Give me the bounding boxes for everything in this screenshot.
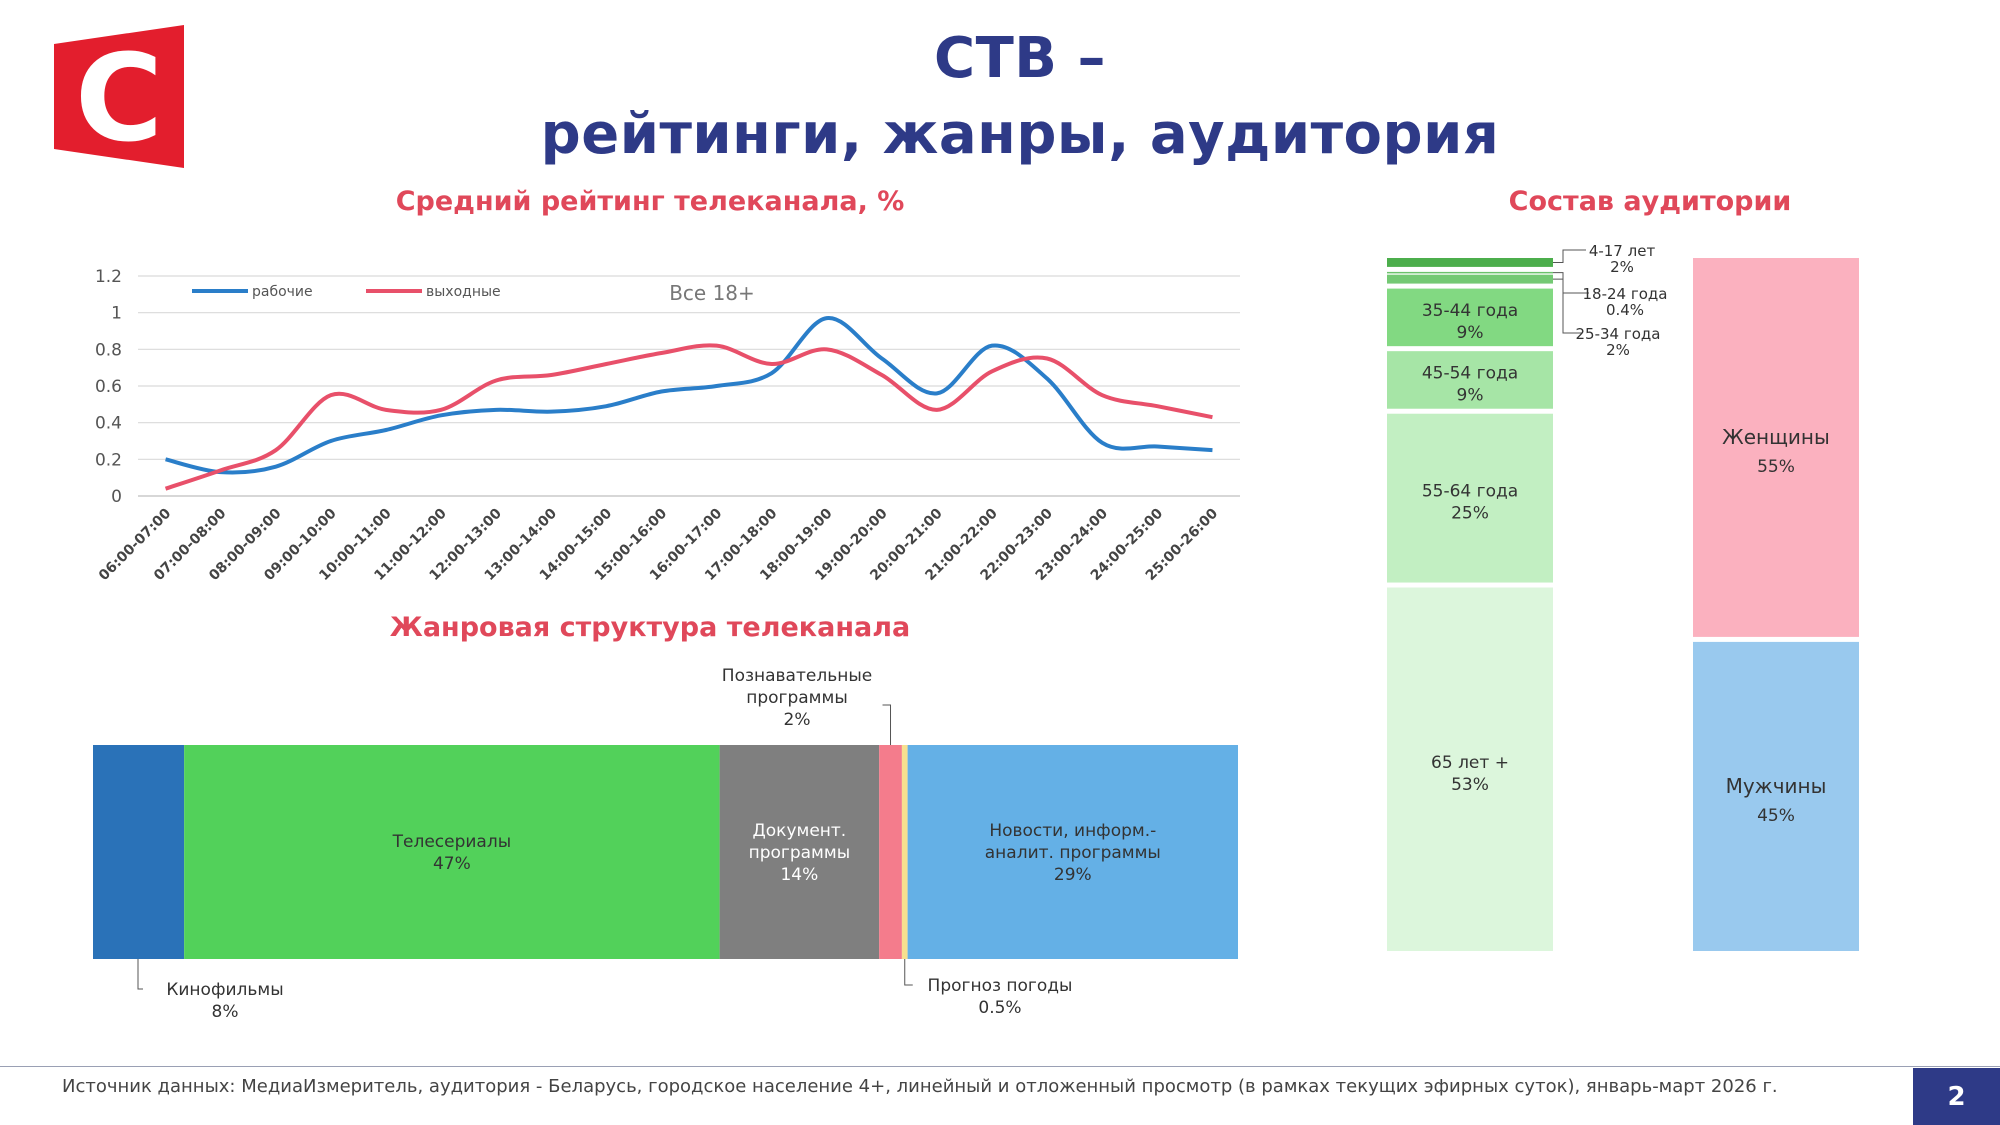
genre-label: Прогноз погоды bbox=[928, 976, 1073, 996]
series-line-рабочие bbox=[165, 316, 1213, 475]
page-title-line1: СТВ – bbox=[934, 26, 1106, 91]
y-tick-label: 0.6 bbox=[95, 377, 122, 397]
y-tick-label: 1.2 bbox=[95, 267, 122, 287]
genre-label: аналит. программы bbox=[985, 843, 1161, 863]
audience-label: 0.4% bbox=[1606, 301, 1644, 319]
genre-chart-title: Жанровая структура телеканала bbox=[389, 612, 911, 643]
audience-label: 55-64 года bbox=[1422, 482, 1518, 502]
audience-chart-title: Состав аудитории bbox=[1508, 186, 1792, 217]
y-tick-label: 0.2 bbox=[95, 450, 122, 470]
genre-label: Новости, информ.- bbox=[989, 821, 1156, 841]
genre-label: 8% bbox=[212, 1002, 239, 1022]
audience-label: 45-54 года bbox=[1422, 363, 1518, 383]
genre-segment bbox=[901, 745, 908, 959]
audience-segment bbox=[1693, 258, 1859, 637]
audience-label: 18-24 года bbox=[1583, 285, 1668, 303]
genre-label: Познавательные bbox=[722, 666, 872, 686]
y-tick-label: 0.4 bbox=[95, 414, 122, 434]
audience-label: 65 лет + bbox=[1431, 753, 1509, 773]
audience-label: 25-34 года bbox=[1576, 325, 1661, 343]
page-number: 2 bbox=[1913, 1068, 2000, 1125]
y-tick-label: 0.8 bbox=[95, 340, 122, 360]
genre-label: Кинофильмы bbox=[166, 980, 283, 1000]
genre-label: программы bbox=[749, 843, 851, 863]
page-title-line2: рейтинги, жанры, аудитория bbox=[540, 102, 1500, 167]
genre-label: 14% bbox=[780, 865, 818, 885]
audience-segment bbox=[1693, 641, 1859, 951]
audience-label: 9% bbox=[1457, 385, 1484, 405]
audience-label: 35-44 года bbox=[1422, 301, 1518, 321]
rating-chart-title: Средний рейтинг телеканала, % bbox=[395, 186, 905, 217]
audience-label: Мужчины bbox=[1726, 774, 1827, 798]
audience-label: 45% bbox=[1757, 806, 1795, 826]
callout-line bbox=[904, 959, 913, 986]
callout-line bbox=[1553, 278, 1582, 334]
logo: С bbox=[54, 25, 184, 169]
audience-label: 55% bbox=[1757, 457, 1795, 477]
legend-label: выходные bbox=[426, 284, 501, 300]
audience-segment bbox=[1387, 351, 1553, 409]
footer-source: Источник данных: МедиаИзмеритель, аудито… bbox=[62, 1076, 1778, 1097]
logo-letter: С bbox=[75, 30, 163, 169]
genre-label: Телесериалы bbox=[392, 832, 512, 852]
y-tick-label: 1 bbox=[111, 304, 122, 324]
audience-label: 53% bbox=[1451, 775, 1489, 795]
audience-label: 25% bbox=[1451, 504, 1489, 524]
genre-stacked-bar: Кинофильмы8%Телесериалы47%Документ.прогр… bbox=[93, 666, 1238, 1022]
genre-label: программы bbox=[746, 688, 848, 708]
genre-label: 0.5% bbox=[978, 998, 1021, 1018]
audience-segment bbox=[1387, 271, 1553, 274]
genre-label: Документ. bbox=[753, 821, 847, 841]
y-tick-label: 0 bbox=[111, 487, 122, 507]
audience-segment bbox=[1387, 587, 1553, 951]
genre-segment bbox=[879, 745, 902, 959]
audience-segment bbox=[1387, 274, 1553, 284]
legend-label: рабочие bbox=[252, 284, 313, 300]
footer-divider bbox=[0, 1066, 2000, 1067]
genre-segment bbox=[93, 745, 185, 959]
genre-label: 2% bbox=[784, 710, 811, 730]
audience-label: 2% bbox=[1610, 258, 1634, 276]
logo-shape bbox=[54, 25, 184, 168]
genre-label: 29% bbox=[1054, 865, 1092, 885]
series-line-выходные bbox=[164, 343, 1213, 491]
genre-label: 47% bbox=[433, 854, 471, 874]
chart-annotation: Все 18+ bbox=[669, 281, 755, 305]
callout-line bbox=[137, 959, 143, 990]
audience-segment bbox=[1387, 413, 1553, 583]
audience-label: Женщины bbox=[1722, 425, 1830, 449]
genre-segment bbox=[907, 745, 1238, 959]
rating-line-chart: 00.20.40.60.811.206:00-07:0007:00-08:000… bbox=[95, 267, 1240, 584]
audience-label: 4-17 лет bbox=[1589, 242, 1656, 260]
audience-segment bbox=[1387, 288, 1553, 347]
audience-label: 2% bbox=[1606, 341, 1630, 359]
callout-line bbox=[882, 704, 892, 745]
callout-line bbox=[1553, 249, 1586, 263]
genre-segment bbox=[719, 745, 880, 959]
audience-segment bbox=[1387, 258, 1553, 267]
genre-segment bbox=[184, 745, 720, 959]
audience-label: 9% bbox=[1457, 323, 1484, 343]
